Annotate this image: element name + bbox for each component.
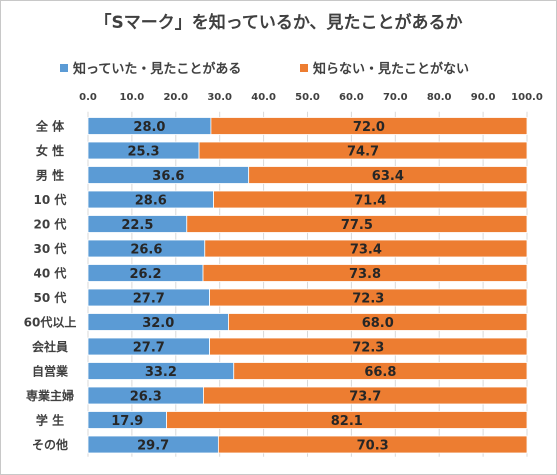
x-tick-label: 40.0 — [251, 92, 276, 103]
bar-unknown — [228, 313, 528, 331]
x-tick-label: 10.0 — [120, 92, 145, 103]
data-label: 70.3 — [357, 439, 389, 454]
category-label: 専業主婦 — [26, 388, 74, 403]
data-label: 29.7 — [137, 439, 169, 454]
data-label: 72.3 — [352, 341, 384, 356]
data-label: 22.5 — [121, 218, 153, 233]
bar-unknown — [217, 435, 528, 454]
data-label: 72.3 — [352, 292, 384, 307]
data-label: 33.2 — [145, 365, 177, 380]
bar-unknown — [210, 117, 528, 135]
bar-unknown — [209, 337, 528, 356]
data-label: 26.3 — [130, 390, 162, 405]
bar-unknown — [198, 141, 528, 160]
category-label: 会社員 — [32, 339, 68, 354]
x-tick-label: 30.0 — [207, 92, 232, 103]
legend-item-known: 知っていた・見たことがある — [60, 58, 241, 77]
data-label: 36.6 — [152, 169, 184, 184]
category-label: 学 生 — [36, 413, 64, 428]
data-label: 74.7 — [347, 145, 379, 160]
category-label: 40 代 — [34, 266, 67, 281]
category-label: 20 代 — [34, 217, 67, 232]
category-label: 10 代 — [34, 192, 67, 207]
category-label: その他 — [32, 437, 68, 452]
bar-unknown — [213, 190, 528, 209]
legend-item-unknown: 知らない・見たことがない — [300, 58, 469, 77]
bar-unknown — [203, 386, 528, 405]
data-label: 32.0 — [142, 316, 174, 331]
x-tick-label: 100.0 — [511, 92, 543, 103]
data-label: 63.4 — [372, 169, 404, 184]
data-label: 28.0 — [133, 120, 165, 135]
data-label: 73.7 — [349, 390, 381, 405]
x-tick-label: 90.0 — [471, 92, 496, 103]
bar-unknown — [202, 264, 528, 282]
x-tick-label: 80.0 — [427, 92, 452, 103]
data-label: 27.7 — [133, 341, 165, 356]
bar-unknown — [166, 411, 528, 429]
category-label: 男 性 — [36, 168, 64, 183]
data-label: 73.4 — [350, 243, 382, 258]
data-label: 71.4 — [354, 194, 386, 209]
chart-title: 「Sマーク」を知っているか、見たことがあるか — [94, 13, 463, 33]
bar-unknown — [248, 166, 528, 184]
category-label: 50 代 — [34, 290, 67, 305]
legend-label-unknown: 知らない・見たことがない — [313, 62, 470, 77]
bar-unknown — [233, 362, 528, 380]
data-label: 82.1 — [331, 414, 363, 429]
legend-swatch-known — [60, 64, 68, 72]
category-label: 30 代 — [34, 241, 67, 256]
data-label: 26.2 — [129, 267, 161, 282]
data-label: 17.9 — [111, 414, 143, 429]
bar-unknown — [209, 288, 528, 307]
category-label: 全 体 — [35, 119, 65, 134]
x-tick-label: 50.0 — [295, 92, 320, 103]
legend-label-known: 知っていた・見たことがある — [73, 62, 242, 77]
data-label: 25.3 — [127, 145, 159, 160]
bar-unknown — [204, 239, 528, 258]
x-tick-label: 0.0 — [79, 92, 97, 103]
data-label: 77.5 — [341, 218, 373, 233]
legend-swatch-unknown — [300, 64, 308, 72]
category-label: 自営業 — [32, 364, 69, 379]
data-label: 72.0 — [353, 120, 385, 135]
x-tick-label: 60.0 — [339, 92, 364, 103]
data-label: 26.6 — [130, 243, 162, 258]
x-tick-label: 70.0 — [383, 92, 408, 103]
data-label: 73.8 — [349, 267, 381, 282]
data-label: 68.0 — [362, 316, 394, 331]
bar-unknown — [186, 215, 528, 233]
x-tick-label: 20.0 — [163, 92, 188, 103]
data-label: 28.6 — [135, 194, 167, 209]
data-label: 66.8 — [364, 365, 396, 380]
category-label: 60代以上 — [24, 315, 77, 330]
category-label: 女 性 — [36, 143, 64, 158]
data-label: 27.7 — [133, 292, 165, 307]
